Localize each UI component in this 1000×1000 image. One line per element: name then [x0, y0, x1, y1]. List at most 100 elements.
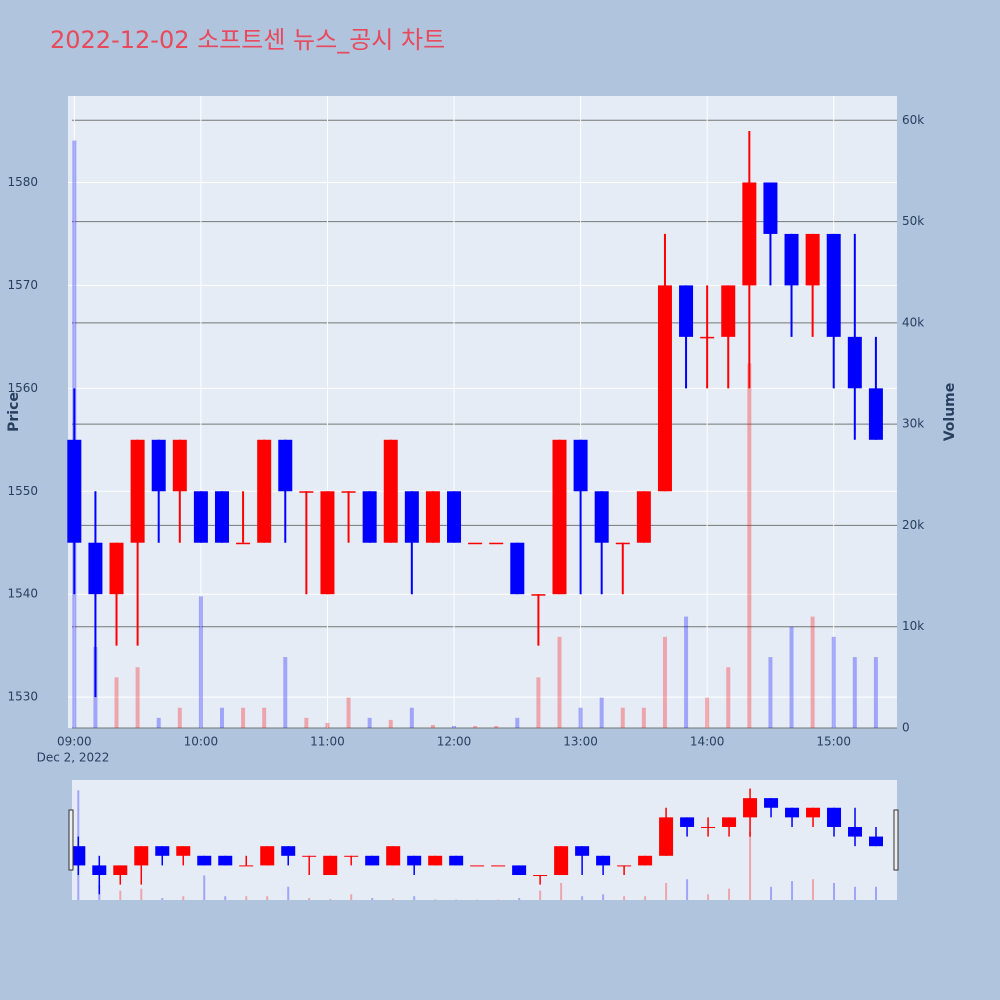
y-tick-label: 1580 [7, 175, 38, 189]
volume-bar [219, 707, 224, 728]
volume-bar [388, 719, 393, 728]
slider-candle-body [512, 865, 527, 876]
candle-body [468, 542, 483, 545]
slider-handle[interactable] [68, 809, 74, 871]
slider-volume-bar [581, 896, 584, 900]
slider-volume-bar [644, 896, 647, 900]
y2-tick-label: 50k [902, 214, 924, 228]
slider-candle-body [638, 855, 653, 866]
volume-bar [705, 697, 710, 728]
candle-body [763, 182, 778, 234]
y2-tick-label: 60k [902, 113, 924, 127]
volume-bar [283, 657, 288, 728]
slider-volume-bar [539, 890, 542, 900]
y-tick-label: 1560 [7, 381, 38, 395]
y-tick-label: 1530 [7, 690, 38, 704]
candle-body [826, 233, 841, 337]
candle-body [742, 182, 757, 286]
y2-tick-label: 0 [902, 721, 910, 735]
y-axis-title: Price [6, 392, 22, 432]
slider-volume-bar [770, 886, 773, 900]
volume-bar [346, 697, 351, 728]
candle-body [552, 439, 567, 595]
slider-candle-body [197, 855, 212, 866]
candle-body [341, 491, 356, 493]
slider-candle-body [554, 846, 569, 876]
volume-bar [747, 363, 752, 728]
candle-body [447, 491, 462, 543]
candle-body [531, 594, 546, 596]
slider-candle-body [176, 846, 191, 856]
slider-candle-body [785, 807, 800, 818]
slider-volume-bar [182, 896, 185, 900]
candle-body [299, 491, 314, 493]
slider-candle-body [575, 846, 590, 856]
volume-bar [114, 677, 119, 728]
slider-volume-bar [728, 888, 731, 900]
slider-candle-body [344, 855, 359, 857]
slider-volume-bar [392, 898, 395, 900]
slider-candle-body [659, 817, 674, 856]
candle-body [172, 439, 187, 492]
volume-bar [620, 707, 625, 728]
slider-volume-bar [413, 896, 416, 900]
candle-body [594, 491, 609, 543]
candle-body [805, 233, 820, 286]
slider-volume-bar [518, 898, 521, 900]
x-tick-label: 12:00 [437, 735, 472, 749]
volume-bar [662, 636, 667, 728]
candle-body [362, 491, 377, 543]
slider-candle-body [134, 846, 149, 866]
slider-candle-body [596, 855, 611, 866]
slider-candle-body [71, 846, 86, 866]
volume-bar [789, 626, 794, 728]
volume-bar [831, 636, 836, 728]
volume-bar [515, 717, 520, 728]
candle-body [67, 439, 82, 543]
slider-volume-bar [287, 886, 290, 900]
slider-volume-bar [686, 879, 689, 900]
x-tick-label: 11:00 [310, 735, 345, 749]
candle-body [636, 491, 651, 543]
y2-tick-label: 30k [902, 417, 924, 431]
plot-area [68, 96, 897, 728]
slider-candle-body [281, 846, 296, 856]
candle-body [700, 336, 715, 339]
slider-volume-bar [833, 882, 836, 900]
slider-candle-body [722, 817, 737, 827]
volume-bar [536, 677, 541, 728]
y-tick-label: 1550 [7, 484, 38, 498]
candle-body [657, 285, 672, 492]
candle-body [257, 439, 272, 543]
candle-body [721, 285, 736, 337]
candle-body [320, 491, 335, 595]
volume-bar [177, 707, 182, 728]
y2-tick-label: 10k [902, 619, 924, 633]
candle-body [425, 491, 440, 543]
volume-bar [262, 707, 267, 728]
slider-candle-body [365, 855, 380, 866]
slider-candle-body [218, 855, 233, 866]
volume-bar [452, 725, 457, 728]
volume-bar [557, 636, 562, 728]
candle-body [383, 439, 398, 543]
x-tick-label: 09:00 [57, 735, 92, 749]
slider-candle-body [155, 846, 170, 856]
slider-candle-body [743, 798, 758, 818]
slider-volume-bar [623, 896, 626, 900]
slider-volume-bar [371, 898, 374, 900]
slider-candle-body [428, 855, 443, 866]
candle-body [278, 439, 293, 492]
x-tick-label: 10:00 [184, 735, 219, 749]
slider-candle-body [470, 865, 485, 867]
range-slider[interactable] [72, 780, 897, 900]
slider-volume-bar [434, 899, 437, 900]
slider-volume-bar [308, 898, 311, 900]
candle-body [615, 542, 630, 545]
volume-bar [198, 596, 203, 728]
slider-candle-body [848, 826, 863, 837]
volume-bar [135, 667, 140, 728]
slider-handle[interactable] [893, 809, 899, 871]
slider-candle-body [533, 875, 548, 877]
